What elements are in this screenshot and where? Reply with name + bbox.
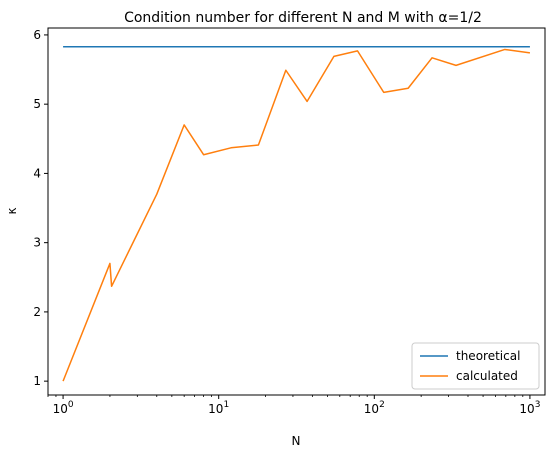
x-tick-label: 102 <box>364 400 385 416</box>
y-tick-label: 1 <box>33 374 41 388</box>
x-axis-label: N <box>292 434 301 448</box>
y-tick-label: 4 <box>33 166 41 180</box>
legend: theoretical calculated <box>411 342 540 390</box>
legend-label-calculated: calculated <box>456 369 518 383</box>
x-tick-label: 101 <box>208 400 229 416</box>
axes-frame <box>47 27 546 396</box>
legend-label-theoretical: theoretical <box>456 349 520 363</box>
y-tick-label: 5 <box>33 97 41 111</box>
series-line-calculated <box>62 48 531 382</box>
y-tick-label: 3 <box>33 236 41 250</box>
y-axis-label: κ <box>5 207 19 214</box>
legend-box <box>411 342 540 390</box>
x-tick-label: 100 <box>53 400 74 416</box>
chart-title: Condition number for different N and M w… <box>124 10 482 26</box>
y-tick-label: 2 <box>33 305 41 319</box>
x-axis: 100 101 102 103 <box>47 395 540 416</box>
y-axis: 1 2 3 4 5 6 <box>33 28 48 388</box>
plot-area <box>62 45 531 382</box>
x-tick-label: 103 <box>519 400 540 416</box>
y-tick-label: 6 <box>33 28 41 42</box>
